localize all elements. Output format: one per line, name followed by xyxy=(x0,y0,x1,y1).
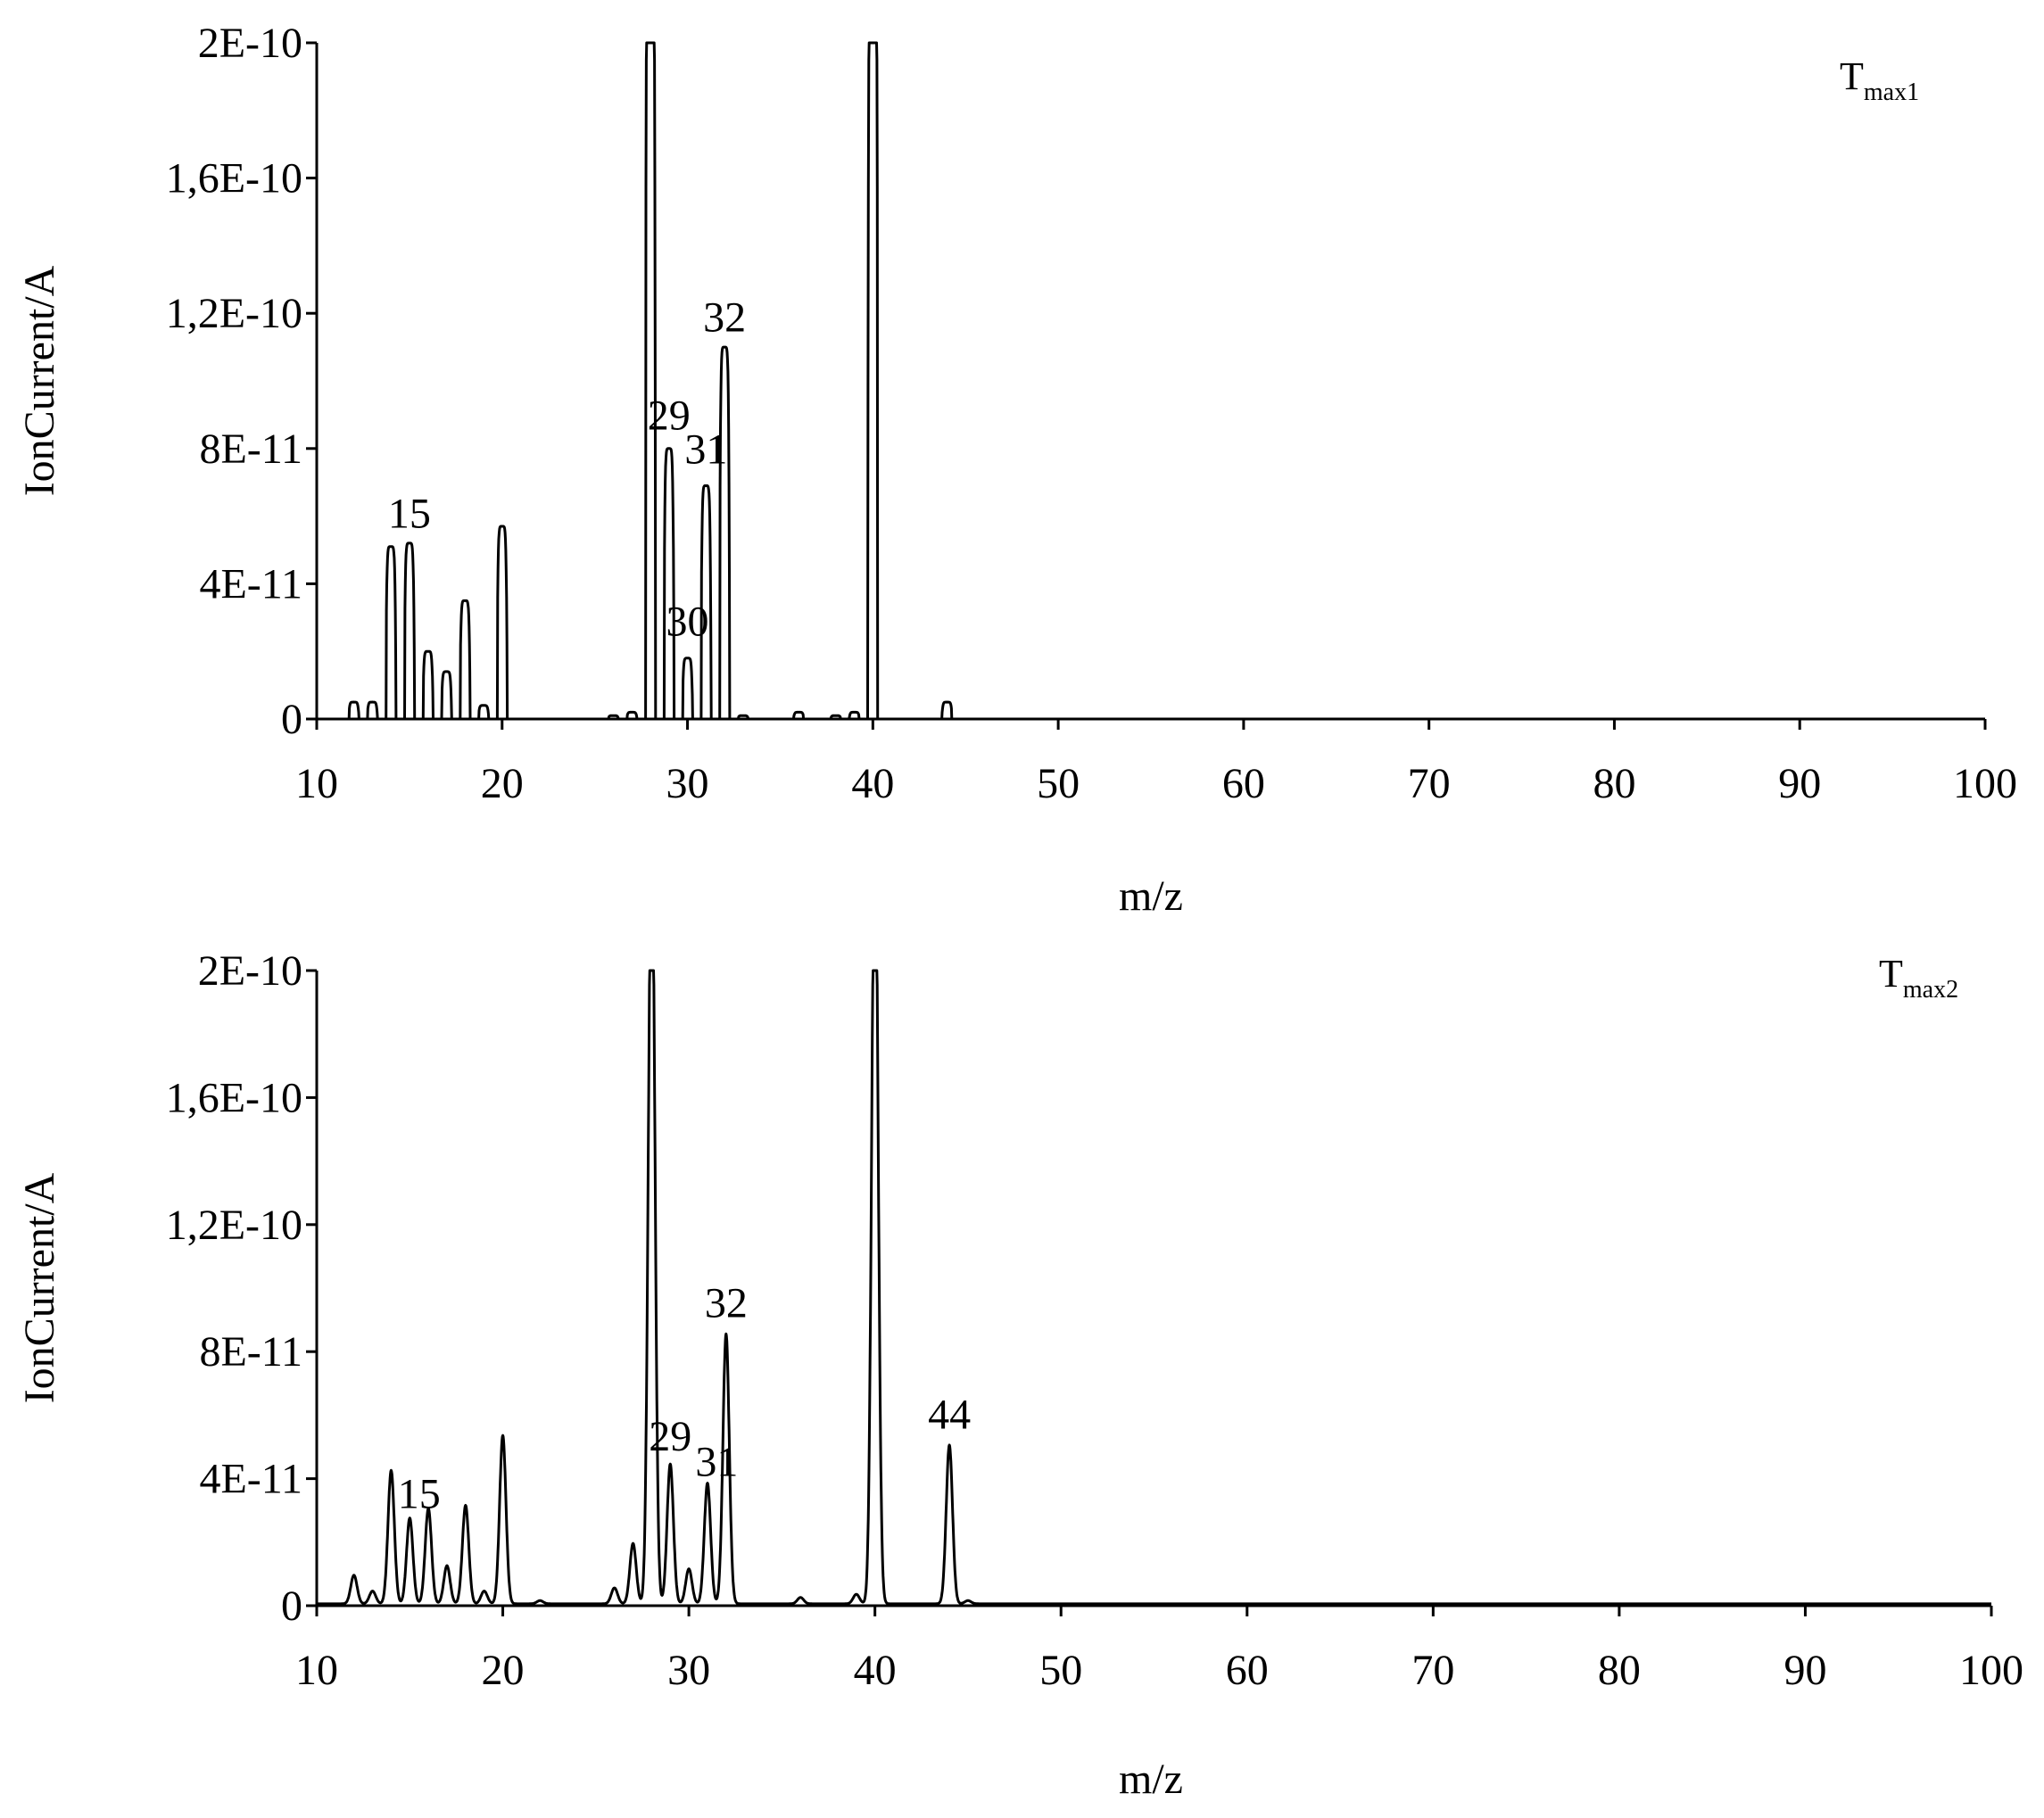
x-tick-label: 80 xyxy=(1593,760,1635,807)
y-tick-label: 0 xyxy=(281,696,302,743)
x-tick-label: 60 xyxy=(1226,1647,1269,1694)
panel-tag: Tmax2 xyxy=(1879,952,1958,1004)
x-tick-label: 10 xyxy=(295,760,338,807)
peak-label: 44 xyxy=(928,1391,971,1438)
y-tick-label: 2E-10 xyxy=(198,20,302,67)
x-tick-label: 30 xyxy=(667,1647,710,1694)
panel-tag-main: T xyxy=(1840,54,1864,98)
y-tick-label: 8E-11 xyxy=(199,426,302,473)
peak-label: 15 xyxy=(388,490,431,537)
x-tick-label: 100 xyxy=(1959,1647,2023,1694)
panel-tag-sub: max1 xyxy=(1864,79,1919,106)
x-tick-label: 90 xyxy=(1783,1647,1826,1694)
peak-label: 32 xyxy=(705,1280,748,1327)
x-tick-label: 20 xyxy=(481,760,524,807)
y-tick-label: 1,2E-10 xyxy=(166,290,302,337)
x-tick-label: 30 xyxy=(666,760,709,807)
x-tick-label: 20 xyxy=(482,1647,525,1694)
x-tick-label: 70 xyxy=(1408,760,1451,807)
peak-label: 15 xyxy=(398,1470,441,1517)
x-tick-label: 50 xyxy=(1037,760,1080,807)
y-tick-label: 4E-11 xyxy=(199,560,302,607)
x-tick-label: 90 xyxy=(1778,760,1821,807)
y-tick-label: 4E-11 xyxy=(199,1456,302,1503)
peak-label: 29 xyxy=(649,1413,691,1460)
x-tick-label: 40 xyxy=(851,760,894,807)
y-tick-label: 1,2E-10 xyxy=(166,1202,302,1249)
spectrum-panel-tmax1: IonCurrent/A m/z Tmax1 10 20 30 40 50 60 70 80 9… xyxy=(16,20,2017,920)
peak-label: 31 xyxy=(684,426,727,473)
peak-label: 29 xyxy=(648,392,691,439)
x-tick-label: 70 xyxy=(1411,1647,1454,1694)
spectrum-line xyxy=(315,41,1987,721)
spectrum-line xyxy=(315,969,1993,1606)
panel-tag: Tmax1 xyxy=(1840,54,1919,106)
y-tick-label: 2E-10 xyxy=(198,947,302,995)
peak-label: 30 xyxy=(666,599,709,646)
y-tick-label: 0 xyxy=(281,1582,302,1630)
panel-tag-sub: max2 xyxy=(1903,976,1958,1004)
x-axis-title: m/z xyxy=(1119,872,1183,920)
x-tick-label: 40 xyxy=(854,1647,897,1694)
x-tick-label: 50 xyxy=(1039,1647,1082,1694)
panel-tag-main: T xyxy=(1879,952,1903,996)
y-axis-title: IonCurrent/A xyxy=(16,265,63,496)
y-tick-label: 1,6E-10 xyxy=(166,1074,302,1121)
x-tick-label: 10 xyxy=(295,1647,338,1694)
x-tick-label: 80 xyxy=(1598,1647,1641,1694)
x-axis-title: m/z xyxy=(1119,1756,1183,1803)
y-tick-label: 8E-11 xyxy=(199,1328,302,1376)
y-axis-title: IonCurrent/A xyxy=(16,1172,63,1403)
x-tick-label: 100 xyxy=(1953,760,2017,807)
x-tick-label: 60 xyxy=(1222,760,1265,807)
peak-label: 31 xyxy=(695,1439,738,1486)
peak-label: 32 xyxy=(703,294,746,342)
y-tick-label: 1,6E-10 xyxy=(166,155,302,202)
spectrum-panel-tmax2: IonCurrent/A m/z Tmax2 10 20 30 40 50 60 70 80 9… xyxy=(16,947,2023,1803)
